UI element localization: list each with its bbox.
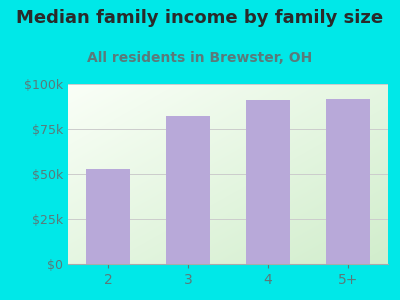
Bar [166, 116, 210, 264]
Text: All residents in Brewster, OH: All residents in Brewster, OH [87, 51, 313, 65]
Text: Median family income by family size: Median family income by family size [16, 9, 384, 27]
Bar [246, 100, 290, 264]
Bar [326, 99, 370, 264]
Bar [86, 169, 130, 264]
